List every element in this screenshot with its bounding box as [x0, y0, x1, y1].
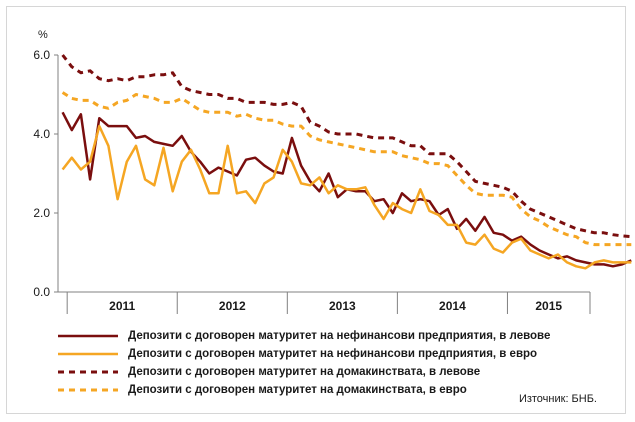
legend-item: Депозити с договорен матуритет на домаки…: [58, 363, 578, 381]
y-tick-label: 0.0: [33, 285, 50, 299]
legend-swatch-dashed-orange: [58, 388, 118, 392]
legend-item: Депозити с договорен матуритет на нефина…: [58, 345, 578, 363]
legend-item: Депозити с договорен матуритет на домаки…: [58, 381, 578, 399]
x-tick-label: 2013: [329, 299, 356, 313]
legend-swatch-solid-dark-red: [58, 334, 118, 338]
x-tick-label: 2011: [109, 299, 135, 313]
y-axis-unit: %: [38, 29, 48, 41]
y-tick-label: 4.0: [33, 127, 50, 141]
series-line-4: [61, 91, 632, 247]
legend-swatch-dashed-dark-red: [58, 370, 118, 374]
legend: Депозити с договорен матуритет на нефина…: [58, 327, 578, 399]
x-tick-label: 2014: [439, 299, 466, 313]
legend-label: Депозити с договорен матуритет на нефина…: [128, 330, 551, 342]
legend-label: Депозити с договорен матуритет на домаки…: [128, 384, 467, 396]
x-tick-label: 2015: [535, 299, 562, 313]
x-tick-label: 2012: [219, 299, 246, 313]
legend-label: Депозити с договорен матуритет на нефина…: [128, 348, 538, 360]
source-note: Източник: БНБ.: [518, 393, 597, 405]
series-line-3: [61, 54, 632, 239]
y-tick-label: 6.0: [33, 48, 50, 62]
legend-item: Депозити с договорен матуритет на нефина…: [58, 327, 578, 345]
series-line-2: [61, 124, 632, 270]
legend-swatch-solid-orange: [58, 352, 118, 356]
y-tick-label: 2.0: [33, 206, 50, 220]
chart-frame: [6, 6, 626, 414]
legend-label: Депозити с договорен матуритет на домаки…: [128, 366, 481, 378]
